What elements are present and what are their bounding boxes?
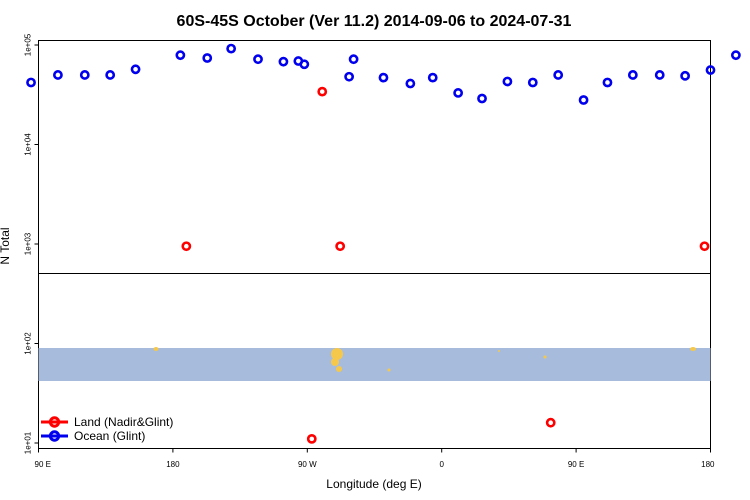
ocean-band (38, 348, 711, 381)
x-tick-label: 180 (701, 460, 715, 469)
land-point (306, 433, 317, 444)
ocean-point (253, 54, 263, 65)
y-tick-label: 1e+01 (24, 431, 33, 454)
ocean-point (453, 88, 464, 98)
y-tick-label: 1e+02 (24, 332, 33, 355)
y-tick-label: 1e+04 (24, 133, 33, 156)
plot-frame (38, 40, 711, 449)
x-tick-label: 180 (166, 460, 180, 469)
legend-ocean-marker (48, 430, 61, 442)
legend-ocean-label: Ocean (Glint) (74, 429, 145, 443)
ocean-point (602, 77, 613, 88)
land-point (545, 417, 556, 428)
ocean-point (79, 70, 90, 80)
ocean-point (730, 50, 741, 61)
ocean-point (378, 72, 389, 83)
y-axis-label: N Total (0, 227, 12, 264)
ocean-point (202, 53, 213, 63)
chart-title: 60S-45S October (Ver 11.2) 2014-09-06 to… (177, 13, 572, 30)
ocean-point (627, 70, 638, 80)
ocean-point (405, 78, 416, 89)
ocean-point (578, 95, 589, 105)
ocean-point (344, 71, 355, 82)
ocean-point (680, 70, 691, 81)
ocean-point (278, 56, 289, 67)
data-points (26, 43, 741, 444)
x-tick-label: 90 E (568, 460, 584, 469)
ocean-point (502, 76, 513, 87)
x-tick-label: 0 (439, 460, 444, 469)
land-mass (153, 347, 159, 351)
x-tick-label: 90 W (298, 460, 317, 469)
ocean-point (130, 64, 141, 75)
land-mass (336, 366, 342, 372)
map-band (38, 347, 711, 381)
ocean-point (427, 72, 438, 83)
x-axis-label: Longitude (deg E) (326, 477, 421, 491)
ocean-point (26, 77, 36, 88)
y-axis: 1e+05 1e+04 1e+03 1e+02 1e+01 (24, 33, 39, 454)
x-axis: 90 E 180 90 W 0 90 E 180 (35, 448, 715, 469)
land-mass (331, 348, 343, 360)
ocean-point (293, 56, 304, 66)
legend: Land (Nadir&Glint) Ocean (Glint) (41, 415, 173, 443)
ocean-point (553, 70, 564, 80)
ocean-point (705, 65, 716, 75)
ocean-point (527, 77, 538, 88)
ocean-point (477, 93, 487, 104)
legend-land-label: Land (Nadir&Glint) (74, 415, 173, 429)
legend-land-marker (48, 416, 61, 428)
land-point (317, 86, 328, 97)
land-point (181, 241, 192, 252)
land-mass (543, 355, 547, 359)
y-tick-label: 1e+05 (24, 33, 33, 56)
ocean-point (348, 54, 359, 65)
land-mass (331, 358, 339, 366)
land-point (335, 241, 346, 252)
ocean-point (175, 50, 186, 61)
x-tick-label: 90 E (35, 460, 51, 469)
land-mass (498, 350, 500, 352)
land-mass (387, 368, 391, 372)
land-point (699, 241, 710, 252)
land-mass (690, 347, 696, 351)
ocean-point (654, 70, 665, 80)
ocean-point (226, 43, 237, 54)
y-tick-label: 1e+03 (24, 232, 33, 255)
ocean-point (105, 70, 116, 80)
ocean-point (53, 70, 63, 80)
